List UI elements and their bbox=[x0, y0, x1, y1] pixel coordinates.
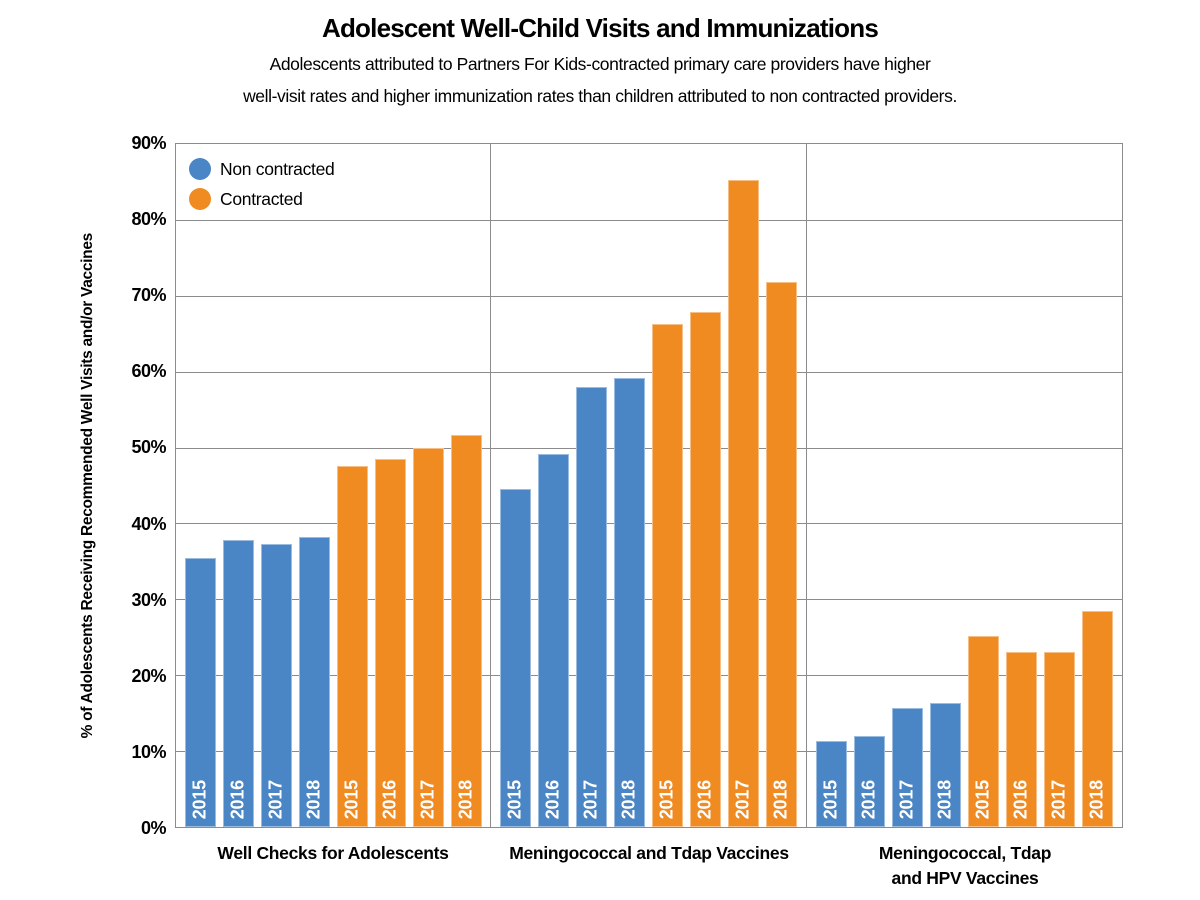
bar: 2017 bbox=[891, 707, 923, 827]
bar-year-label: 2015 bbox=[656, 779, 677, 819]
y-tick-label: 60% bbox=[131, 361, 166, 382]
gridline bbox=[176, 295, 1122, 297]
chart-subtitle-line2: well-visit rates and higher immunization… bbox=[243, 86, 957, 106]
bar-year-label: 2018 bbox=[770, 779, 791, 819]
bar-year-label: 2016 bbox=[227, 779, 248, 819]
gridline bbox=[176, 751, 1122, 753]
legend-item-non-contracted: Non contracted bbox=[189, 154, 335, 184]
plot-area: 2015 2016 2017 2018 2015 2016 2017 2018 2015 2016… bbox=[175, 143, 1123, 828]
group-label: Well Checks for Adolescents bbox=[217, 843, 449, 863]
bar-year-label: 2016 bbox=[1010, 779, 1031, 819]
bar-year-label: 2016 bbox=[694, 779, 715, 819]
bar: 2015 bbox=[336, 465, 368, 827]
bar-year-label: 2018 bbox=[934, 779, 955, 819]
y-axis-tick-labels: 0% 10% 20% 30% 40% 50% 60% 70% 80% 90% bbox=[0, 134, 166, 837]
bar: 2015 bbox=[967, 635, 999, 827]
y-tick-label: 70% bbox=[131, 285, 166, 306]
y-tick-label: 40% bbox=[131, 513, 166, 534]
y-tick-label: 10% bbox=[131, 741, 166, 762]
chart-subtitle-line1: Adolescents attributed to Partners For K… bbox=[269, 54, 931, 74]
y-tick-label: 80% bbox=[131, 209, 166, 230]
bar: 2016 bbox=[537, 453, 569, 827]
bar: 2015 bbox=[815, 741, 847, 827]
legend-label: Contracted bbox=[220, 188, 303, 209]
gridline bbox=[176, 371, 1122, 373]
bar-year-label: 2015 bbox=[504, 779, 525, 819]
bar-year-label: 2017 bbox=[1048, 779, 1069, 819]
legend-swatch-contracted-icon bbox=[189, 188, 211, 210]
bar: 2015 bbox=[184, 558, 216, 827]
legend: Non contracted Contracted bbox=[189, 154, 335, 214]
bar-year-label: 2017 bbox=[265, 779, 286, 819]
bar-year-label: 2017 bbox=[580, 779, 601, 819]
bar: 2016 bbox=[853, 735, 885, 827]
x-axis-group-labels: Well Checks for Adolescents Meningococcal… bbox=[175, 841, 1123, 892]
y-tick-label: 30% bbox=[131, 589, 166, 610]
group-label: Meningococcal, Tdap and HPV Vaccines bbox=[878, 843, 1052, 889]
legend-label: Non contracted bbox=[220, 158, 335, 179]
bar-year-label: 2015 bbox=[189, 779, 210, 819]
bar-year-label: 2016 bbox=[858, 779, 879, 819]
y-tick-label: 0% bbox=[140, 818, 167, 838]
bar-year-label: 2015 bbox=[341, 779, 362, 819]
bar: 2018 bbox=[613, 377, 645, 827]
gridline bbox=[176, 447, 1122, 449]
bar-year-label: 2018 bbox=[1086, 779, 1107, 819]
bar-group-panel: 2015 2016 2017 2018 2015 2016 2017 2018 bbox=[807, 144, 1122, 827]
bar: 2018 bbox=[929, 702, 961, 827]
bar-year-label: 2017 bbox=[896, 779, 917, 819]
y-tick-label: 90% bbox=[131, 133, 166, 153]
bar-year-label: 2017 bbox=[417, 779, 438, 819]
bar: 2016 bbox=[374, 458, 406, 827]
bar-group-panel: 2015 2016 2017 2018 2015 2016 2017 2018 bbox=[491, 144, 807, 827]
bar: 2015 bbox=[499, 489, 531, 827]
bar-year-label: 2015 bbox=[820, 779, 841, 819]
bar: 2018 bbox=[450, 434, 482, 827]
bar-year-label: 2016 bbox=[542, 779, 563, 819]
bar-year-label: 2018 bbox=[455, 779, 476, 819]
group-label: Meningococcal and Tdap Vaccines bbox=[509, 843, 789, 863]
bar: 2018 bbox=[765, 282, 797, 827]
bar-group-panels: 2015 2016 2017 2018 2015 2016 2017 2018 2015 2016… bbox=[176, 144, 1122, 827]
bar: 2016 bbox=[222, 540, 254, 827]
bar: 2017 bbox=[1043, 652, 1075, 827]
bar: 2018 bbox=[298, 537, 330, 827]
bar-group-panel: 2015 2016 2017 2018 2015 2016 2017 2018 bbox=[176, 144, 492, 827]
chart-title: Adolescent Well-Child Visits and Immuniz… bbox=[322, 13, 879, 43]
bar-year-label: 2018 bbox=[303, 779, 324, 819]
bar: 2017 bbox=[412, 447, 444, 827]
gridline bbox=[176, 599, 1122, 601]
bar: 2017 bbox=[727, 179, 759, 827]
bar-year-label: 2017 bbox=[732, 779, 753, 819]
y-tick-label: 20% bbox=[131, 665, 166, 686]
legend-swatch-non-contracted-icon bbox=[189, 158, 211, 180]
bar: 2018 bbox=[1081, 611, 1113, 827]
bar: 2017 bbox=[575, 386, 607, 827]
bar: 2017 bbox=[260, 543, 292, 827]
bar-year-label: 2016 bbox=[379, 779, 400, 819]
bar-year-label: 2018 bbox=[618, 779, 639, 819]
bar: 2016 bbox=[1005, 652, 1037, 827]
bar: 2015 bbox=[651, 323, 683, 827]
bar: 2016 bbox=[689, 312, 721, 827]
legend-item-contracted: Contracted bbox=[189, 184, 334, 214]
gridline bbox=[176, 523, 1122, 525]
bar-year-label: 2015 bbox=[972, 779, 993, 819]
gridline bbox=[176, 675, 1122, 677]
y-tick-label: 50% bbox=[131, 437, 166, 458]
gridline bbox=[176, 219, 1122, 221]
